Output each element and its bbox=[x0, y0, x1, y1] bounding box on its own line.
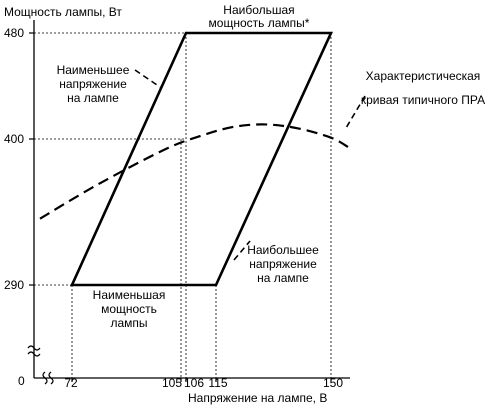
ballast-curve-label-line-1: Характеристическая bbox=[366, 69, 481, 83]
max-voltage-label-line-1: Наибольшее bbox=[247, 243, 319, 257]
min-voltage-label: Наименьшее напряжение на лампе bbox=[57, 63, 130, 105]
ballast-curve-leader bbox=[345, 95, 366, 129]
operating-region bbox=[69, 31, 334, 287]
min-voltage-label-line-1: Наименьшее bbox=[57, 63, 130, 77]
max-voltage-label-line-3: на лампе bbox=[257, 271, 309, 285]
x-axis-title: Напряжение на лампе, В bbox=[188, 391, 327, 405]
y-tick-label-400: 400 bbox=[4, 132, 24, 146]
max-voltage-label: Наибольшее напряжение на лампе bbox=[247, 243, 319, 285]
max-power-label-line-2: мощность лампы* bbox=[209, 16, 310, 30]
y-axis-title: Мощность лампы, Вт bbox=[4, 5, 122, 19]
min-power-label-line-3: лампы bbox=[110, 316, 147, 330]
x-axis-break bbox=[42, 371, 54, 385]
x-tick-label-115: 115 bbox=[208, 376, 227, 390]
x-tick-label-150: 150 bbox=[323, 376, 343, 390]
ballast-curve-line bbox=[39, 123, 349, 220]
y-tick-label-480: 480 bbox=[4, 26, 24, 40]
min-power-label-line-1: Наименьшая bbox=[93, 288, 166, 302]
max-power-label-line-1: Наибольшая bbox=[223, 3, 294, 17]
x-tick-label-72: 72 bbox=[64, 376, 78, 390]
y-axis-break bbox=[27, 345, 41, 357]
max-power-label: Наибольшая мощность лампы* bbox=[209, 3, 310, 30]
leader-lines bbox=[134, 69, 366, 261]
ballast-curve-label-line-2: кривая типичного ПРА bbox=[361, 93, 485, 107]
ballast-curve bbox=[39, 123, 349, 220]
min-power-label: Наименьшая мощность лампы bbox=[93, 288, 166, 330]
min-power-label-line-2: мощность bbox=[101, 302, 157, 316]
reference-lines bbox=[34, 32, 332, 378]
max-voltage-leader bbox=[233, 240, 251, 261]
y-tick-label-290: 290 bbox=[4, 278, 24, 292]
min-voltage-leader bbox=[134, 69, 161, 88]
ballast-curve-label: Характеристическая кривая типичного ПРА bbox=[361, 69, 485, 107]
min-voltage-label-line-3: на лампе bbox=[67, 91, 119, 105]
origin-label: 0 bbox=[18, 374, 25, 388]
x-tick-label-106: 106 bbox=[184, 376, 204, 390]
x-tick-label-105: 105 bbox=[162, 376, 182, 390]
max-voltage-label-line-2: напряжение bbox=[249, 257, 317, 271]
operating-region-outline bbox=[69, 31, 334, 287]
axis-ticks: 480 400 290 72 105 106 115 150 bbox=[4, 26, 343, 390]
min-voltage-label-line-2: напряжение bbox=[59, 77, 127, 91]
axes bbox=[27, 20, 350, 385]
